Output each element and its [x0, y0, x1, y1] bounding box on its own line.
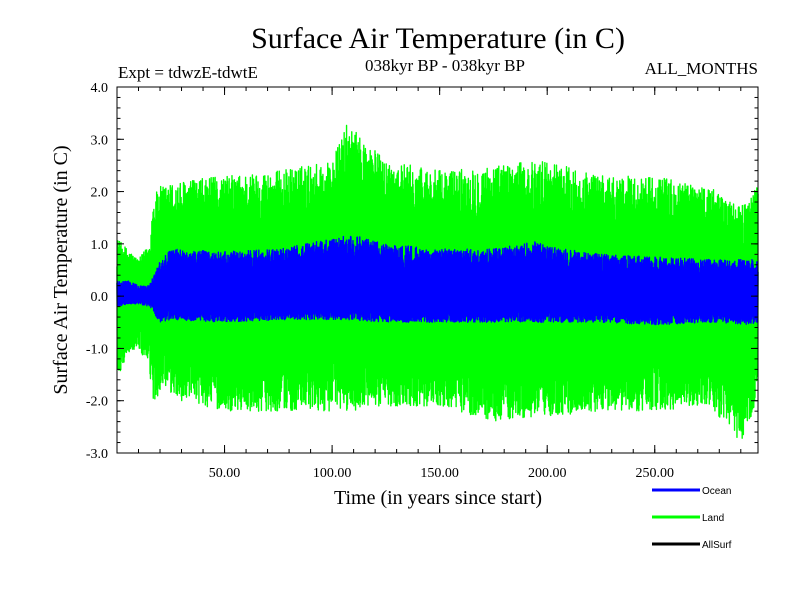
legend-label-land: Land — [702, 513, 724, 524]
period-label: 038kyr BP - 038kyr BP — [365, 56, 525, 75]
y-axis-label: Surface Air Temperature (in C) — [50, 145, 72, 394]
x-tick-label: 150.00 — [420, 466, 459, 481]
chart-title: Surface Air Temperature (in C) — [251, 22, 625, 55]
legend: Ocean Land AllSurf — [652, 486, 732, 551]
experiment-label: Expt = tdwzE-tdwtE — [118, 63, 258, 82]
y-tick-label: 3.0 — [91, 133, 109, 148]
y-tick-label: -2.0 — [86, 395, 108, 410]
y-tick-label: 1.0 — [91, 238, 109, 253]
months-label: ALL_MONTHS — [645, 59, 758, 78]
legend-label-allsurf: AllSurf — [702, 540, 732, 551]
plot-series — [116, 124, 759, 439]
axes: -3.0 -2.0 -1.0 0.0 1.0 2.0 3.0 4.0 50.00 100.00 15… — [86, 81, 758, 481]
y-tick-label: 0.0 — [91, 290, 109, 305]
legend-label-ocean: Ocean — [702, 486, 731, 497]
x-tick-label: 250.00 — [636, 466, 675, 481]
x-tick-label: 200.00 — [528, 466, 567, 481]
x-tick-label: 50.00 — [209, 466, 241, 481]
x-tick-label: 100.00 — [313, 466, 352, 481]
x-axis-label: Time (in years since start) — [334, 487, 542, 509]
y-tick-label: -3.0 — [86, 447, 108, 462]
y-tick-label: -1.0 — [86, 342, 108, 357]
y-tick-label: 2.0 — [91, 186, 109, 201]
y-tick-label: 4.0 — [91, 81, 109, 96]
series-line-ocean — [116, 235, 759, 326]
plot-frame — [116, 86, 759, 454]
